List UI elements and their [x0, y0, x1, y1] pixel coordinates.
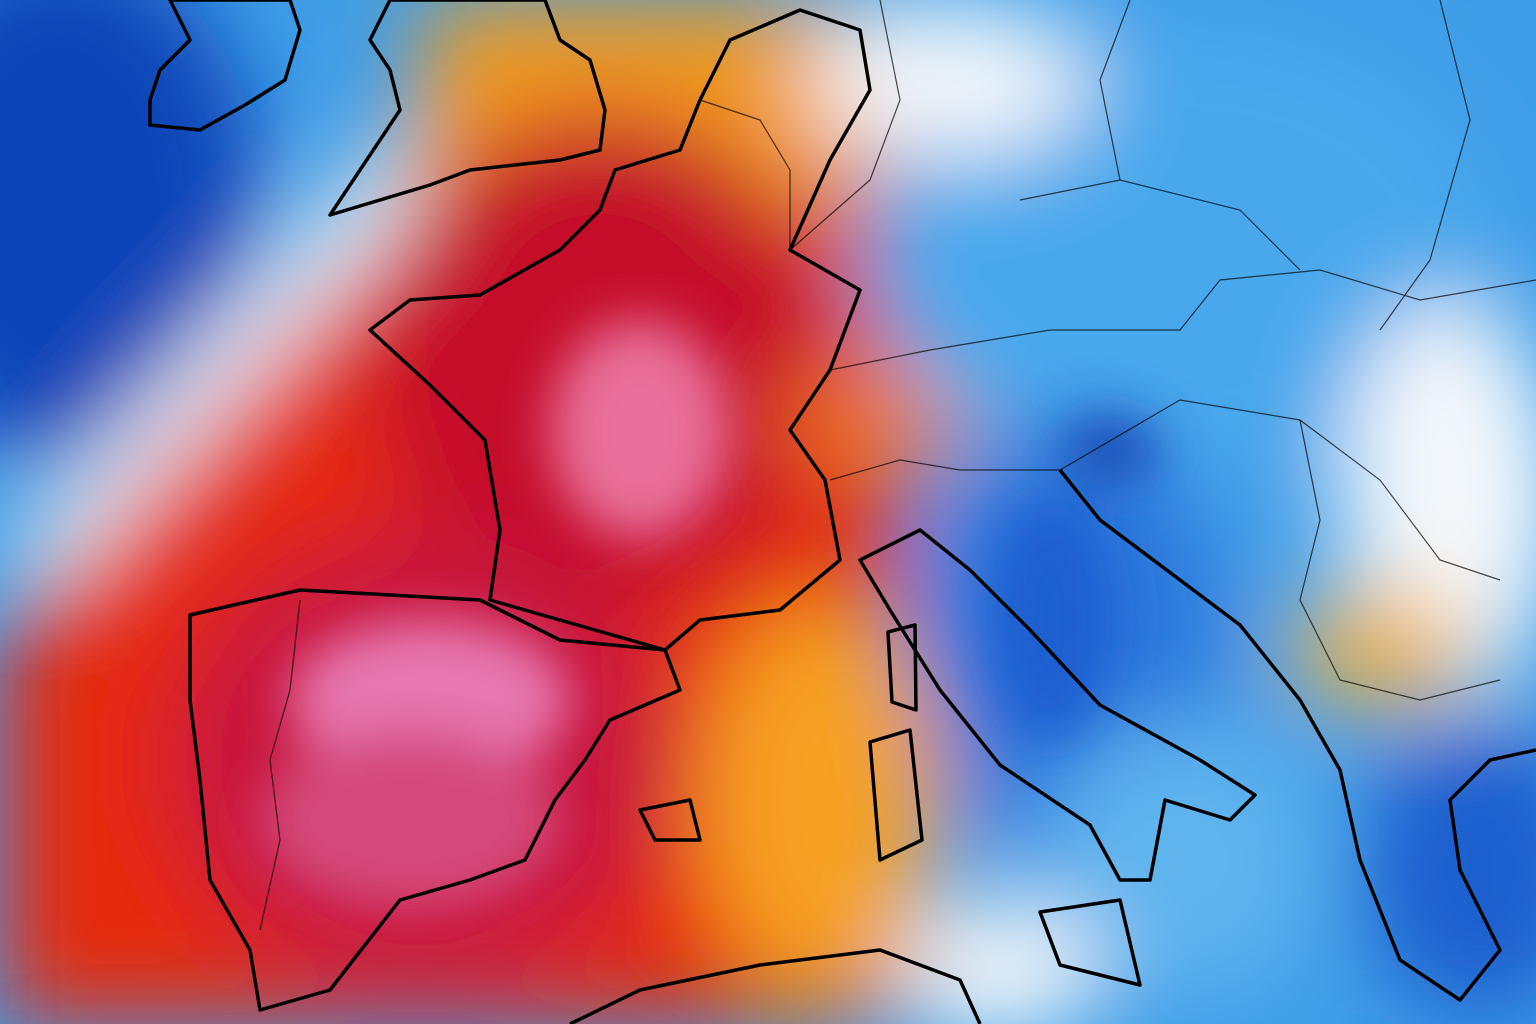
borders: [259, 0, 1536, 931]
coastlines: [148, 0, 1536, 1024]
